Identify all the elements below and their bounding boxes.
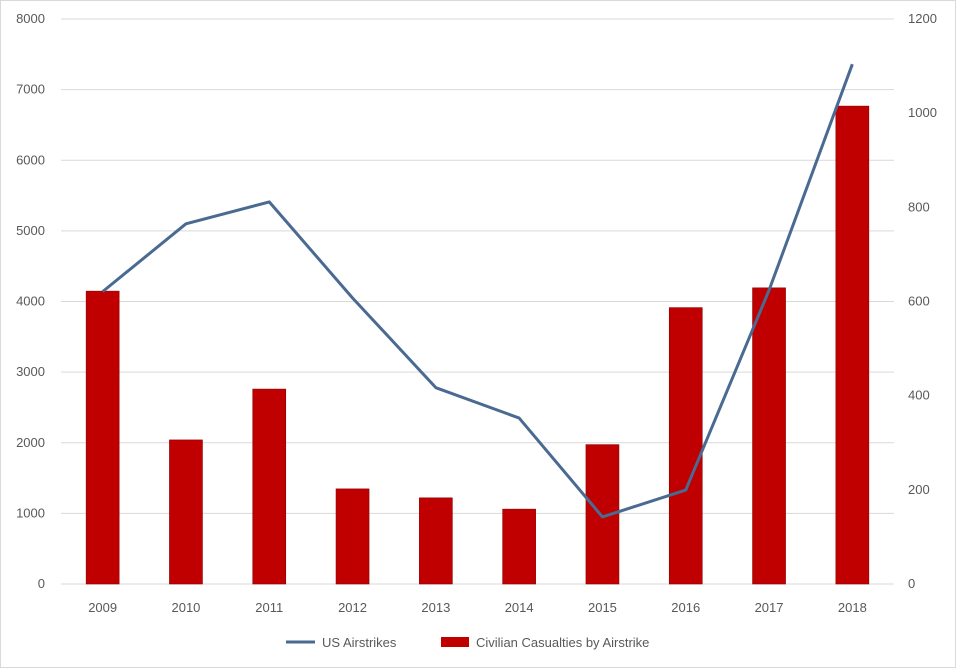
right-axis-tick-label: 800 — [908, 199, 930, 214]
bar-2012 — [336, 489, 369, 584]
left-axis-tick-label: 3000 — [16, 364, 45, 379]
x-axis-tick-label: 2011 — [255, 600, 283, 615]
left-axis-tick-label: 4000 — [16, 294, 45, 309]
legend-bar-swatch — [441, 637, 469, 647]
right-axis-tick-label: 200 — [908, 482, 930, 497]
right-axis-tick-label: 1000 — [908, 105, 937, 120]
x-axis-tick-label: 2009 — [88, 600, 117, 615]
left-axis-tick-label: 6000 — [16, 152, 45, 167]
bar-2011 — [253, 389, 286, 584]
left-axis-tick-label: 1000 — [16, 505, 45, 520]
right-axis-tick-label: 0 — [908, 576, 915, 591]
legend-label-civilian-casualties: Civilian Casualties by Airstrike — [476, 635, 649, 650]
bar-2018 — [836, 106, 869, 584]
x-axis-tick-label: 2017 — [755, 600, 784, 615]
right-axis-tick-label: 400 — [908, 388, 930, 403]
x-axis-tick-label: 2014 — [505, 600, 534, 615]
left-axis-tick-label: 2000 — [16, 435, 45, 450]
legend-label-us-airstrikes: US Airstrikes — [322, 635, 397, 650]
x-axis-tick-label: 2012 — [338, 600, 367, 615]
right-axis-tick-label: 1200 — [908, 11, 937, 26]
x-axis-tick-label: 2018 — [838, 600, 867, 615]
left-axis-tick-label: 0 — [38, 576, 45, 591]
x-axis-tick-label: 2016 — [671, 600, 700, 615]
left-axis-tick-label: 7000 — [16, 82, 45, 97]
bar-2013 — [419, 498, 452, 584]
bar-2014 — [503, 509, 536, 584]
x-axis-tick-label: 2013 — [421, 600, 450, 615]
left-axis-tick-label: 5000 — [16, 223, 45, 238]
right-axis-tick-label: 600 — [908, 294, 930, 309]
left-axis-tick-label: 8000 — [16, 11, 45, 26]
bar-2010 — [169, 440, 202, 584]
x-axis-tick-label: 2015 — [588, 600, 617, 615]
line-us-airstrikes — [103, 64, 853, 517]
x-axis-tick-label: 2010 — [171, 600, 200, 615]
bar-2016 — [669, 308, 702, 584]
bar-2017 — [753, 288, 786, 584]
bar-2009 — [86, 291, 119, 584]
